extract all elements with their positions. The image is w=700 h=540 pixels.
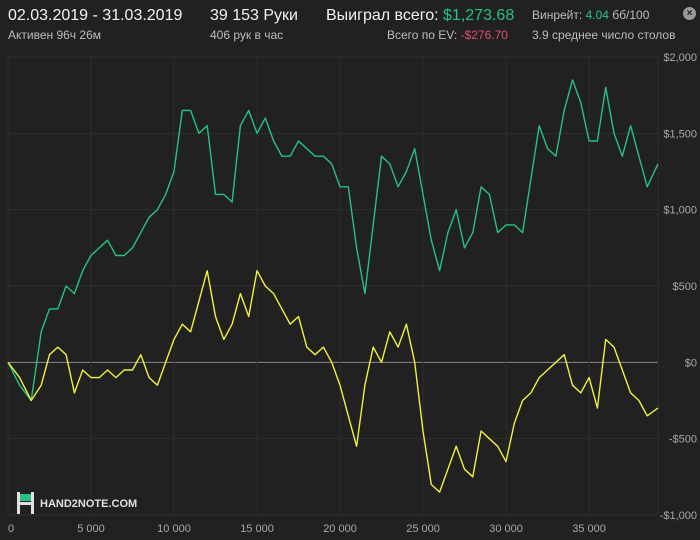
x-tick-label: 20 000 xyxy=(323,523,357,535)
hand2note-logo: HAND2NOTE.COM xyxy=(17,492,137,514)
winrate: Винрейт: 4.04 бб/100 xyxy=(532,8,649,22)
hands-per-hour: 406 рук в час xyxy=(210,28,284,42)
y-tick-label: $500 xyxy=(673,281,697,293)
y-tick-label: -$500 xyxy=(669,434,697,446)
y-tick-label: $1,500 xyxy=(663,128,697,140)
close-icon[interactable]: × xyxy=(683,7,696,20)
y-tick-label: -$1,000 xyxy=(660,510,697,522)
y-axis-ticks: $2,000 $1,500 $1,000 $500 $0 -$500 -$1,000 xyxy=(660,52,697,522)
won-value: $1,273.68 xyxy=(443,7,515,24)
x-tick-label: 30 000 xyxy=(489,523,523,535)
ev-series-line xyxy=(7,270,659,493)
x-tick-label: 10 000 xyxy=(157,523,191,535)
winrate-label: Винрейт: xyxy=(532,8,583,22)
date-range: 02.03.2019 - 31.03.2019 xyxy=(8,7,183,24)
x-tick-label: 15 000 xyxy=(240,523,274,535)
x-tick-label: 35 000 xyxy=(572,523,606,535)
x-tick-label: 5 000 xyxy=(77,523,105,535)
x-tick-label: 25 000 xyxy=(406,523,440,535)
avg-tables: 3.9 среднее число столов xyxy=(532,28,676,42)
ev-total: Всего по EV: -$276.70 xyxy=(387,28,508,42)
winrate-value: 4.04 xyxy=(585,8,609,22)
won-total: Выиграл всего: $1,273.68 xyxy=(326,7,514,25)
hands-count: 39 153 Руки xyxy=(210,7,298,24)
h2n-logo-icon xyxy=(17,492,34,514)
series-group xyxy=(7,79,659,493)
grid xyxy=(7,56,659,516)
logo-text: HAND2NOTE.COM xyxy=(40,498,137,510)
won-series-line xyxy=(7,79,659,402)
ev-label: Всего по EV: xyxy=(387,28,458,42)
won-label: Выиграл всего: xyxy=(326,7,439,24)
y-tick-label: $0 xyxy=(685,357,697,369)
y-tick-label: $2,000 xyxy=(663,52,697,64)
x-axis-ticks: 0 5 000 10 000 15 000 20 000 25 000 30 000 35 0… xyxy=(8,523,606,535)
y-tick-label: $1,000 xyxy=(663,205,697,217)
ev-value: -$276.70 xyxy=(460,28,508,42)
winrate-unit: бб/100 xyxy=(612,8,650,22)
active-time: Активен 96ч 26м xyxy=(8,28,101,42)
x-tick-label: 0 xyxy=(8,523,14,535)
